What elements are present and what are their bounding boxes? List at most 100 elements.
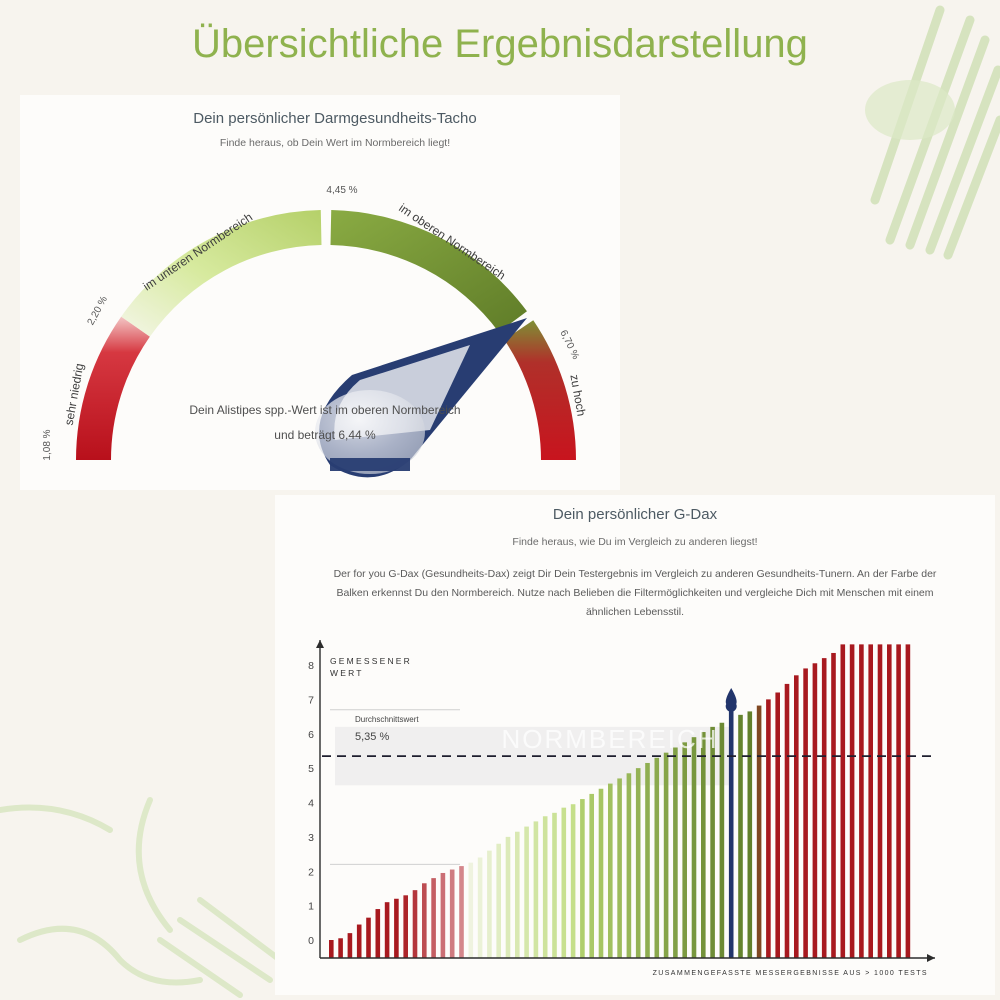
bar xyxy=(608,783,613,958)
bar xyxy=(542,816,548,958)
bar xyxy=(859,644,864,958)
bar xyxy=(626,773,632,958)
bar xyxy=(905,644,911,958)
bar xyxy=(366,917,371,958)
y-tick-label: 7 xyxy=(308,694,314,706)
tacho-zone-lower-normal xyxy=(121,210,322,337)
bar xyxy=(794,675,799,958)
bar xyxy=(477,857,483,958)
bar xyxy=(868,644,873,958)
y-axis-title-line1: GEMESSENER xyxy=(330,656,412,666)
bar xyxy=(598,788,604,958)
bar xyxy=(617,778,622,958)
average-value-label: 5,35 % xyxy=(355,731,389,743)
bar xyxy=(654,757,660,958)
gdax-description-line3: ähnlichen Lebensstil. xyxy=(585,606,685,618)
bar xyxy=(635,768,641,958)
bar xyxy=(329,940,334,959)
gdax-description: Der for you G-Dax (Gesundheits-Dax) zeig… xyxy=(290,565,980,622)
bar xyxy=(449,869,455,958)
bar xyxy=(701,732,706,958)
bar xyxy=(422,883,427,958)
bar-your-value xyxy=(728,710,734,958)
gdax-title: Dein persönlicher G-Dax xyxy=(552,506,718,523)
bar xyxy=(384,902,390,958)
bar xyxy=(645,762,650,958)
bar xyxy=(673,747,678,958)
bar xyxy=(515,831,520,958)
bar xyxy=(710,726,715,958)
tacho-needle-stripe xyxy=(330,458,410,471)
page-title: Übersichtliche Ergebnisdarstellung xyxy=(192,22,808,66)
bar xyxy=(394,898,399,958)
bar xyxy=(561,807,567,958)
y-axis-title-line2: WERT xyxy=(330,668,364,678)
bar xyxy=(589,793,594,958)
tacho-zone-very-low xyxy=(76,316,150,460)
bar xyxy=(524,826,529,958)
y-tick-label: 5 xyxy=(308,763,314,775)
bar xyxy=(849,644,855,958)
x-axis-title: ZUSAMMENGEFASSTE MESSERGEBNISSE AUS > 10… xyxy=(653,970,928,977)
y-axis-arrow xyxy=(316,640,324,648)
tacho-title: Dein persönlicher Darmgesundheits-Tacho xyxy=(193,110,477,127)
your-value-drop-marker xyxy=(725,688,737,712)
average-label: Durchschnittswert xyxy=(355,715,419,724)
bar xyxy=(719,722,725,958)
bar xyxy=(338,938,343,958)
tacho-zone-upper-normal xyxy=(330,210,527,333)
bar xyxy=(766,699,771,958)
bar xyxy=(812,663,818,958)
y-tick-label: 4 xyxy=(308,798,314,810)
y-tick-label: 8 xyxy=(308,660,314,672)
bar xyxy=(738,714,743,958)
bar xyxy=(784,683,790,958)
y-tick-label: 1 xyxy=(308,901,314,913)
bar xyxy=(412,890,418,958)
bar xyxy=(375,909,381,958)
y-tick-label: 3 xyxy=(308,832,314,844)
gdax-subtitle: Finde heraus, wie Du im Vergleich zu and… xyxy=(512,536,758,548)
bar xyxy=(756,705,762,958)
y-tick-label: 6 xyxy=(308,729,314,741)
gdax-description-line1: Der for you G-Dax (Gesundheits-Dax) zeig… xyxy=(333,568,937,580)
bar xyxy=(496,843,501,958)
y-tick-label: 0 xyxy=(308,935,314,947)
bar xyxy=(487,850,492,958)
bar xyxy=(682,742,687,958)
bar xyxy=(775,692,780,958)
bar xyxy=(821,658,827,958)
y-tick-label: 2 xyxy=(308,866,314,878)
tacho-needle-bulb xyxy=(315,390,425,474)
tacho-subtitle: Finde heraus, ob Dein Wert im Normbereic… xyxy=(219,137,451,149)
bar xyxy=(431,878,436,958)
bar xyxy=(896,644,901,958)
bar xyxy=(887,644,892,958)
bar xyxy=(505,836,511,958)
bar xyxy=(580,799,585,958)
bar xyxy=(347,933,353,958)
bar xyxy=(440,872,446,958)
bar xyxy=(803,668,808,958)
tacho-scale-label-3: 4,45 % xyxy=(326,185,357,196)
bar xyxy=(552,812,557,958)
tacho-result-line1: Dein Alistipes spp.-Wert ist im oberen N… xyxy=(189,403,460,417)
tacho-zone-too-high xyxy=(504,320,576,460)
tacho-scale-label-1: 1,08 % xyxy=(42,429,53,460)
bar xyxy=(403,895,408,958)
bar xyxy=(877,644,883,958)
bar xyxy=(840,644,846,958)
x-axis-arrow xyxy=(927,954,935,962)
bar xyxy=(747,711,753,958)
bar xyxy=(356,924,362,958)
bar xyxy=(663,752,669,958)
bar xyxy=(831,652,836,958)
bar xyxy=(468,862,474,958)
bar xyxy=(459,866,464,958)
bar xyxy=(533,821,539,958)
bar xyxy=(570,804,576,958)
normbereich-label: NORMBEREICH xyxy=(501,724,718,754)
tacho-result-line2: und beträgt 6,44 % xyxy=(274,428,376,442)
